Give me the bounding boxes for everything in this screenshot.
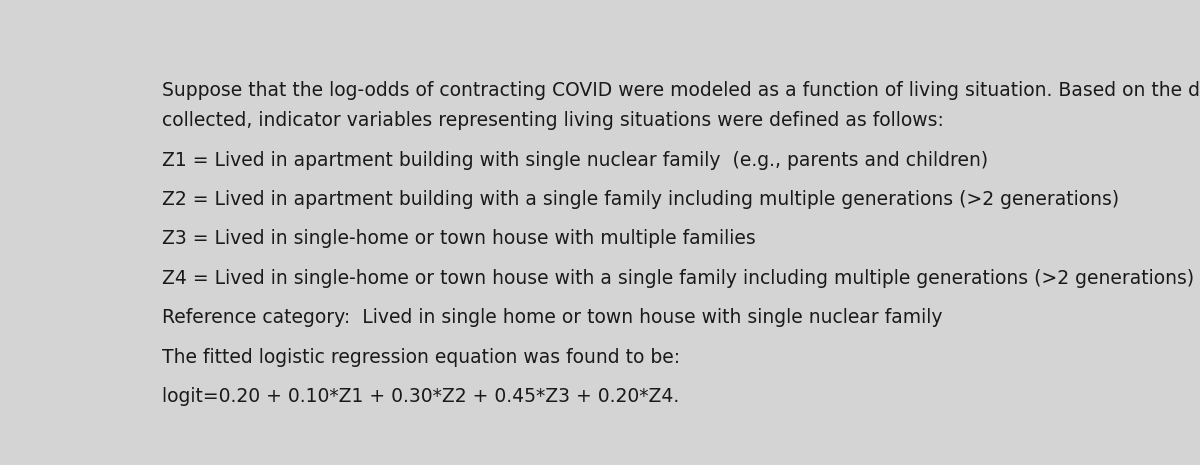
Text: Z4 = Lived in single-home or town house with a single family including multiple : Z4 = Lived in single-home or town house … [162,269,1194,288]
Text: collected, indicator variables representing living situations were defined as fo: collected, indicator variables represent… [162,111,944,130]
Text: The fitted logistic regression equation was found to be:: The fitted logistic regression equation … [162,348,680,366]
Text: Z2 = Lived in apartment building with a single family including multiple generat: Z2 = Lived in apartment building with a … [162,190,1120,209]
Text: Reference category:  Lived in single home or town house with single nuclear fami: Reference category: Lived in single home… [162,308,942,327]
Text: Z3 = Lived in single-home or town house with multiple families: Z3 = Lived in single-home or town house … [162,229,756,248]
Text: Z1 = Lived in apartment building with single nuclear family  (e.g., parents and : Z1 = Lived in apartment building with si… [162,151,989,170]
Text: logit=0.20 + 0.10*Z1 + 0.30*Z2 + 0.45*Z3 + 0.20*Z4.: logit=0.20 + 0.10*Z1 + 0.30*Z2 + 0.45*Z3… [162,387,679,406]
Text: Suppose that the log-odds of contracting COVID were modeled as a function of liv: Suppose that the log-odds of contracting… [162,81,1200,100]
